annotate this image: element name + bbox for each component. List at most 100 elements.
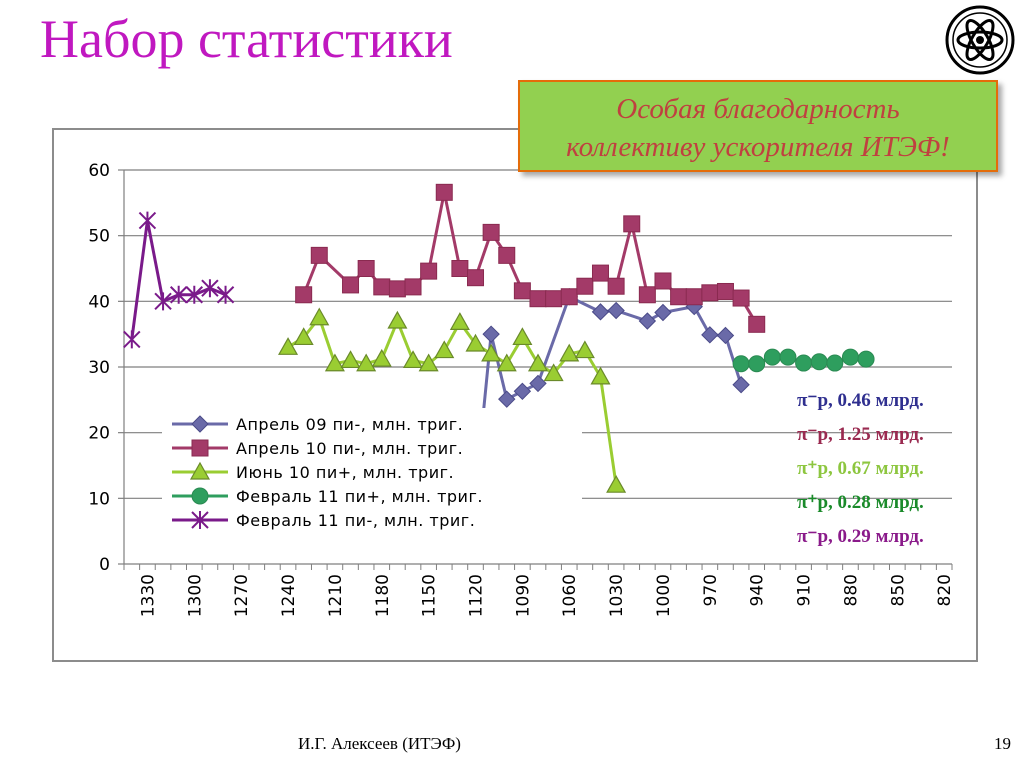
y-tick-label: 40: [88, 292, 110, 312]
data-point: [543, 363, 564, 382]
x-tick-label: 1240: [279, 574, 299, 617]
legend-marker: [191, 511, 209, 529]
data-point: [498, 390, 516, 408]
slide-title: Набор статистики: [40, 9, 453, 69]
legend-marker: [191, 439, 209, 457]
y-tick-label: 60: [88, 161, 110, 181]
data-point: [434, 340, 455, 359]
legend-item: Апрель 09 пи-, млн. триг.: [172, 415, 463, 434]
data-point: [324, 353, 345, 372]
data-point: [591, 303, 610, 321]
data-point: [607, 301, 625, 320]
data-point: [357, 260, 375, 277]
x-tick-label: 970: [701, 574, 721, 606]
data-point: [748, 355, 766, 373]
x-tick-label: 880: [841, 574, 861, 606]
x-tick-label: 910: [795, 574, 815, 606]
data-point: [732, 355, 750, 373]
data-point: [371, 348, 392, 367]
callout-line-1: Особая благодарность: [616, 93, 900, 125]
series-stat-annotation: π⁺p, 0.28 млрд.: [797, 492, 924, 513]
data-point: [451, 260, 469, 277]
x-tick-label: 820: [935, 574, 955, 606]
data-point: [590, 366, 611, 385]
legend-item: Февраль 11 пи+, млн. триг.: [172, 487, 482, 506]
series-line: [287, 316, 618, 486]
data-point: [404, 278, 422, 296]
data-point: [857, 350, 875, 368]
y-tick-label: 10: [88, 489, 110, 509]
data-point: [482, 325, 500, 343]
data-point: [123, 330, 141, 349]
legend-marker: [191, 415, 209, 433]
data-point: [527, 353, 549, 372]
y-tick-label: 0: [99, 555, 110, 575]
data-point: [841, 348, 859, 366]
data-point: [701, 326, 719, 344]
data-point: [574, 340, 595, 359]
data-point: [481, 343, 502, 362]
data-point: [638, 312, 657, 330]
data-point: [340, 350, 361, 369]
legend-item: Апрель 10 пи-, млн. триг.: [172, 439, 463, 458]
x-tick-label: 1270: [232, 574, 252, 617]
data-point: [576, 277, 594, 295]
series-4: [732, 348, 875, 373]
data-point: [216, 285, 235, 304]
data-point: [373, 278, 391, 296]
data-point: [342, 276, 360, 294]
x-tick-label: 1060: [560, 574, 580, 617]
data-point: [560, 288, 578, 306]
data-point: [310, 246, 328, 264]
footer-author: И.Г. Алексеев (ИТЭФ): [298, 734, 461, 753]
data-point: [169, 285, 188, 304]
series-stat-annotation: π⁺p, 0.67 млрд.: [797, 458, 924, 479]
data-point: [606, 474, 627, 493]
x-tick-label: 940: [748, 574, 768, 606]
y-tick-label: 30: [88, 358, 110, 378]
legend-label: Июнь 10 пи+, млн. триг.: [236, 463, 454, 482]
data-point: [138, 211, 157, 230]
data-point: [654, 272, 672, 290]
x-tick-label: 1000: [654, 574, 674, 617]
data-point: [467, 269, 485, 287]
data-point: [388, 280, 406, 298]
data-point: [449, 312, 470, 330]
page-number: 19: [994, 734, 1011, 753]
y-tick-label: 50: [88, 227, 110, 247]
data-point: [387, 310, 408, 329]
statistics-chart: 0 10 20 30 40 50 60 1330 1300 1270 1240 1210 1180 115…: [88, 161, 955, 617]
x-tick-label: 1300: [185, 574, 205, 617]
data-point: [420, 262, 438, 280]
legend: Апрель 09 пи-, млн. триг. Апрель 10 пи-, …: [162, 408, 582, 536]
data-point: [513, 282, 531, 300]
legend-label: Апрель 10 пи-, млн. триг.: [236, 439, 463, 458]
data-point: [513, 382, 532, 401]
data-point: [293, 327, 314, 346]
data-point: [185, 285, 204, 304]
legend-marker: [191, 487, 209, 505]
data-point: [482, 223, 500, 241]
data-point: [701, 284, 719, 302]
series-2: [295, 183, 766, 333]
data-point: [810, 353, 828, 371]
data-point: [512, 327, 533, 346]
x-tick-label: 1150: [420, 574, 440, 617]
data-point: [716, 282, 734, 300]
data-point: [529, 374, 547, 393]
data-point: [545, 290, 563, 308]
data-point: [295, 286, 313, 304]
itep-logo-icon: [945, 5, 1015, 75]
data-point: [779, 348, 797, 366]
x-tick-label: 1210: [326, 574, 346, 617]
data-point: [356, 353, 377, 372]
data-point: [716, 326, 735, 345]
data-point: [795, 354, 813, 372]
data-point: [465, 333, 486, 352]
data-point: [309, 307, 330, 326]
series-stat-annotation: π⁻p, 1.25 млрд.: [797, 424, 924, 445]
data-point: [826, 354, 844, 372]
data-point: [638, 286, 656, 304]
x-tick-label: 1180: [373, 574, 393, 617]
data-point: [559, 343, 580, 362]
